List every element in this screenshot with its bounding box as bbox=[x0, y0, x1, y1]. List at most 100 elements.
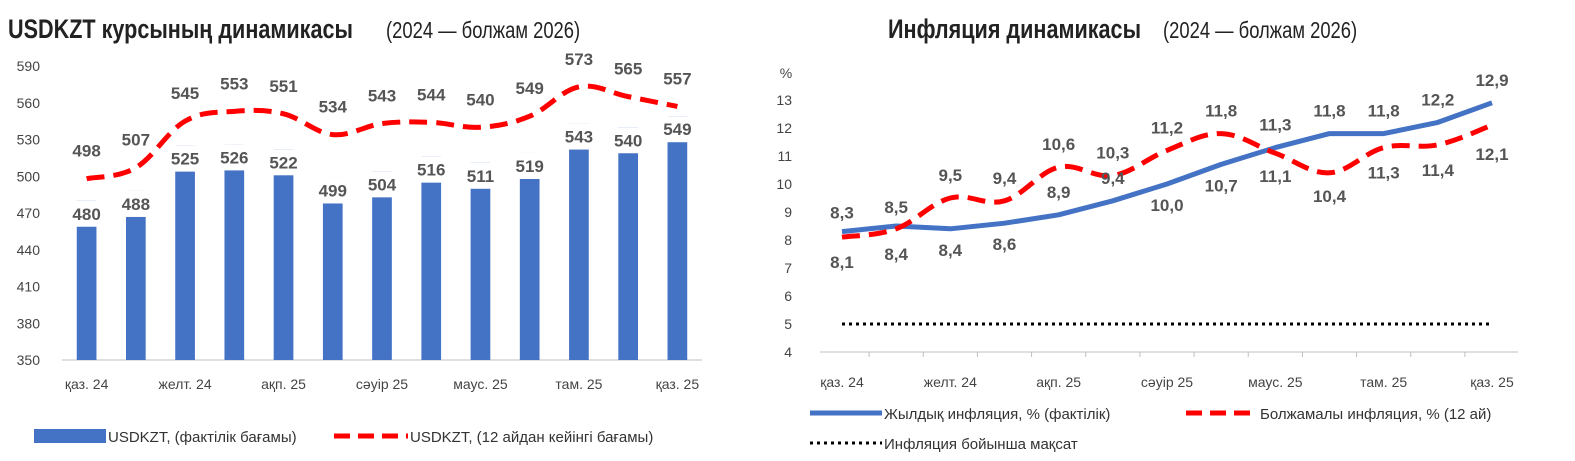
y-tick-label: 440 bbox=[17, 242, 41, 258]
bar-label-bg bbox=[456, 162, 505, 189]
y-tick-label: 350 bbox=[17, 352, 41, 368]
bar bbox=[667, 116, 688, 360]
usdkzt-chart-svg: 350 380 410 440 470 500 530 560 590 қаз. 24 желт. … bbox=[17, 50, 702, 446]
usdkzt-title-sub: (2024 — болжам 2026) bbox=[385, 17, 580, 43]
y-tick-label: 11 bbox=[777, 148, 792, 164]
y-tick-label: 380 bbox=[17, 315, 41, 331]
bar bbox=[175, 145, 195, 360]
bar-data-label: 480 bbox=[72, 205, 100, 224]
actual-data-label: 8,3 bbox=[830, 204, 854, 223]
bar-label-bg bbox=[554, 123, 603, 150]
line-data-label: 557 bbox=[663, 69, 691, 88]
bar bbox=[470, 162, 491, 360]
actual-inflation-line bbox=[841, 100, 1493, 235]
forecast-data-label: 10,4 bbox=[1313, 187, 1347, 206]
forecast-inflation-line bbox=[841, 122, 1493, 240]
legend-label-line: USDKZT, (12 айдан кейінгі бағамы) bbox=[410, 429, 653, 446]
x-tick-label: сәуір 25 bbox=[1141, 374, 1193, 390]
bar-label-bg bbox=[161, 145, 210, 172]
y-tick-label: 500 bbox=[17, 168, 41, 184]
inflation-title-main: Инфляция динамикасы bbox=[888, 14, 1142, 44]
actual-data-label: 11,8 bbox=[1313, 102, 1345, 121]
bar-data-label: 499 bbox=[319, 181, 347, 200]
x-tick-label: қаз. 25 bbox=[1470, 374, 1514, 390]
x-tick-label: маус. 25 bbox=[453, 376, 508, 392]
bar bbox=[519, 152, 540, 360]
line-data-label: 551 bbox=[269, 77, 297, 96]
actual-data-label: 8,9 bbox=[1047, 183, 1071, 202]
inflation-chart-panel: Инфляция динамикасы (2024 — болжам 2026)… bbox=[770, 0, 1575, 461]
line-data-label: 545 bbox=[171, 84, 199, 103]
bar-label-bg bbox=[505, 152, 554, 179]
x-tick-label: ақп. 25 bbox=[261, 376, 306, 392]
y-axis-unit: % bbox=[780, 65, 792, 81]
actual-data-label: 11,8 bbox=[1368, 102, 1400, 121]
x-tick-label: желт. 24 bbox=[924, 374, 977, 390]
bar-data-label: 525 bbox=[171, 150, 199, 169]
bar-data-label: 504 bbox=[368, 175, 397, 194]
forecast-data-label: 9,4 bbox=[993, 169, 1017, 188]
forecast-data-label: 11,2 bbox=[1151, 118, 1183, 137]
bar bbox=[421, 156, 442, 360]
bar-data-label: 526 bbox=[220, 148, 248, 167]
bar bbox=[322, 177, 343, 360]
bar-data-label: 519 bbox=[516, 157, 544, 176]
inflation-chart-svg: % 4 5 6 7 8 9 10 11 12 13 қаз. 24 желт. 24 ақп. 25 сәу… bbox=[776, 65, 1518, 453]
usdkzt-chart-panel: USDKZT курсының динамикасы (2024 — болжа… bbox=[0, 0, 715, 461]
x-tick-label: там. 25 bbox=[1360, 374, 1407, 390]
bar bbox=[126, 190, 146, 360]
bar bbox=[273, 149, 294, 360]
line-data-label: 573 bbox=[565, 50, 593, 69]
bar bbox=[224, 144, 245, 360]
forecast-data-label: 9,5 bbox=[939, 166, 963, 185]
line-data-label: 544 bbox=[417, 85, 446, 104]
line-data-label: 543 bbox=[368, 87, 396, 106]
bar-label-bg bbox=[653, 116, 702, 143]
y-tick-label: 560 bbox=[17, 95, 41, 111]
bar-label-bg bbox=[111, 190, 160, 217]
forecast-data-label: 8,1 bbox=[830, 253, 854, 272]
bar-label-bg bbox=[259, 149, 308, 176]
y-tick-label: 470 bbox=[17, 205, 41, 221]
x-tick-label: маус. 25 bbox=[1248, 374, 1303, 390]
inflation-chart-title: Инфляция динамикасы (2024 — болжам 2026) bbox=[888, 14, 1405, 45]
bar-label-bg bbox=[308, 177, 357, 204]
forecast-data-label: 11,4 bbox=[1422, 161, 1455, 180]
bar-data-label: 543 bbox=[565, 128, 593, 147]
line-data-label: 498 bbox=[72, 142, 100, 161]
bar-label-bg bbox=[62, 200, 111, 227]
x-tick-label: сәуір 25 bbox=[356, 376, 408, 392]
y-tick-label: 590 bbox=[17, 58, 41, 74]
bar bbox=[569, 123, 589, 360]
forecast-data-label: 10,6 bbox=[1042, 135, 1075, 154]
line-data-label: 540 bbox=[466, 90, 494, 109]
y-tick-label: 13 bbox=[776, 92, 792, 108]
y-tick-label: 8 bbox=[784, 232, 792, 248]
y-tick-label: 10 bbox=[776, 176, 792, 192]
bar bbox=[618, 127, 638, 360]
bar-data-label: 516 bbox=[417, 161, 445, 180]
forecast-data-label: 12,1 bbox=[1475, 145, 1508, 164]
legend-label-forecast: Болжамалы инфляция, % (12 ай) bbox=[1260, 406, 1491, 423]
legend-swatch-bar bbox=[34, 429, 106, 443]
x-tick-label: қаз. 25 bbox=[656, 376, 700, 392]
actual-data-label: 8,5 bbox=[884, 198, 908, 217]
bar-label-bg bbox=[210, 144, 259, 171]
y-tick-label: 7 bbox=[784, 260, 792, 276]
bar-data-label: 522 bbox=[269, 153, 297, 172]
y-tick-label: 410 bbox=[17, 279, 41, 295]
x-tick-label: қаз. 24 bbox=[820, 374, 864, 390]
forecast-data-label: 11,3 bbox=[1368, 164, 1400, 183]
y-tick-label: 9 bbox=[784, 204, 792, 220]
bar-data-label: 540 bbox=[614, 131, 642, 150]
actual-data-label: 11,3 bbox=[1259, 116, 1291, 135]
forecast-data-label: 10,3 bbox=[1096, 144, 1129, 163]
x-tick-label: ақп. 25 bbox=[1036, 374, 1081, 390]
forecast-line bbox=[86, 83, 678, 182]
y-tick-label: 4 bbox=[784, 344, 792, 360]
bar-data-label: 549 bbox=[663, 120, 691, 139]
y-tick-label: 5 bbox=[784, 316, 792, 332]
bar bbox=[372, 171, 392, 360]
legend-label-target: Инфляция бойынша мақсат bbox=[884, 436, 1078, 453]
actual-data-label: 12,2 bbox=[1421, 90, 1454, 109]
